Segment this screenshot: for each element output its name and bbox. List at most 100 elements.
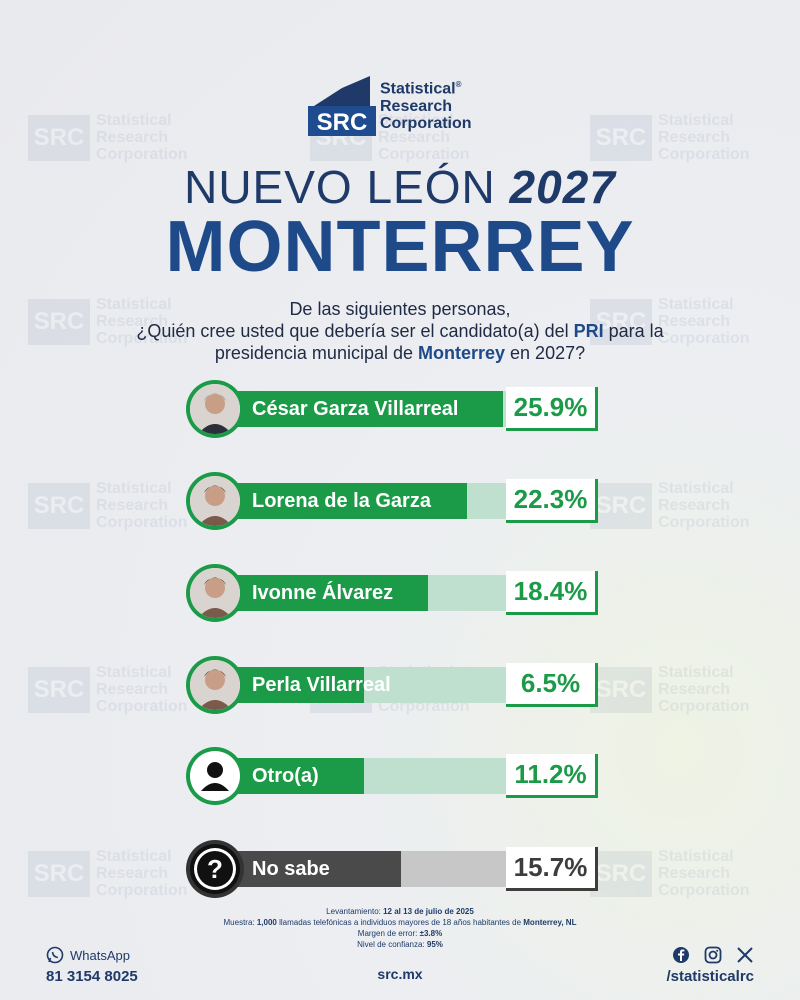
watermark-line: Corporation [658,882,750,899]
bar-row: Otro(a) 11.2% [186,747,616,805]
category-label: Lorena de la Garza [252,490,431,512]
watermark-letters: SRC [590,850,652,897]
watermark-line: Corporation [378,146,470,163]
watermark-line: Statistical [658,664,734,681]
bar-row: No sabe 15.7%? [186,840,616,898]
bar [214,575,428,611]
watermark-letters: SRC [590,666,652,713]
watermark-line: Statistical [658,296,734,313]
watermark-line: Corporation [658,330,750,347]
whatsapp-icon [46,946,64,964]
brand-line3: Corporation [380,114,472,132]
watermark-line: Corporation [96,514,188,531]
watermark-line: Corporation [658,146,750,163]
bar [214,391,503,427]
website-link[interactable]: src.mx [377,966,423,982]
bar-row: Perla Villarreal 6.5% [186,656,616,714]
watermark-line: Statistical [658,480,734,497]
value-label: 25.9% [506,387,598,431]
watermark-line: Research [96,129,169,146]
facebook-icon[interactable] [672,946,690,964]
watermark-line: Corporation [96,882,188,899]
watermark-line: Corporation [96,330,188,347]
watermark-line: Statistical [96,848,172,865]
method-margin: ±3.8% [419,929,443,938]
watermark-letters: SRC [590,114,652,161]
bar [214,483,467,519]
question-line1: De las siguientes personas, [289,299,511,319]
logo-letters: SRC [317,109,368,136]
region-text: NUEVO LEÓN [184,161,496,213]
watermark-letters: SRC [28,298,90,345]
watermark-line: Corporation [658,514,750,531]
title-region: NUEVO LEÓN 2027 [0,160,800,214]
watermark-line: Statistical [96,664,172,681]
value-label: 18.4% [506,571,598,615]
bar-row: Ivonne Álvarez 18.4% [186,564,616,622]
watermark-line: Research [658,681,731,698]
registered-mark: ® [455,80,462,90]
svg-text:?: ? [207,854,223,884]
method-confidence-label: Nivel de confianza: [357,940,427,949]
question-line2-post: para la [603,321,664,341]
candidate-photo [186,564,244,622]
watermark-letters: SRC [590,482,652,529]
watermark-line: Research [378,129,451,146]
watermark-letters: SRC [28,850,90,897]
whatsapp-label: WhatsApp [70,947,130,963]
watermark-line: Statistical [96,296,172,313]
watermark-letters: SRC [590,298,652,345]
watermark-line: Research [658,313,731,330]
watermark-line: Research [96,313,169,330]
method-sample-city: Monterrey, NL [523,918,577,927]
value-label: 15.7% [506,847,598,891]
whatsapp-number[interactable]: 81 3154 8025 [46,968,138,985]
brand-line1: Statistical [380,80,456,98]
method-sample-label: Muestra: [223,918,257,927]
logo-mark: SRC [308,72,376,136]
method-margin-label: Margen de error: [357,929,420,938]
value-label: 22.3% [506,479,598,523]
method-sample-desc: llamadas telefónicas a individuos mayore… [276,918,524,927]
method-date: 12 al 13 de julio de 2025 [383,907,474,916]
candidate-photo [186,656,244,714]
whatsapp-contact[interactable]: WhatsApp 81 3154 8025 [46,946,138,985]
value-label: 6.5% [506,663,598,707]
method-date-label: Levantamiento: [326,907,384,916]
category-label: No sabe [252,858,330,880]
survey-question: De las siguientes personas, ¿Quién cree … [0,298,800,364]
category-label: Perla Villarreal [252,674,391,696]
brand-line2: Research [380,97,453,115]
x-icon[interactable] [736,946,754,964]
watermark-letters: SRC [28,482,90,529]
question-city: Monterrey [418,343,506,363]
watermark-line: Research [658,129,731,146]
title-city: MONTERREY [165,207,635,287]
bar [214,851,401,887]
question-party: PRI [573,321,604,341]
method-confidence: 95% [426,940,443,949]
src-logo: SRC Statistical® Research Corporation [308,72,472,136]
watermark-line: Statistical [658,848,734,865]
candidate-photo [186,472,244,530]
method-sample-size: 1,000 [256,918,277,927]
watermark-line: Statistical [658,112,734,129]
watermark-line: Research [96,865,169,882]
year-text: 2027 [509,161,616,213]
question-line2-pre: ¿Quién cree usted que debería ser el can… [136,321,574,341]
watermark-letters: SRC [28,114,90,161]
instagram-icon[interactable] [704,946,722,964]
category-label: Ivonne Álvarez [252,582,394,604]
watermark-line: Research [658,497,731,514]
watermark-line: Statistical [96,112,172,129]
social-links: /statisticalrc [666,946,754,985]
social-handle[interactable]: /statisticalrc [666,968,754,985]
value-label: 11.2% [506,754,598,798]
